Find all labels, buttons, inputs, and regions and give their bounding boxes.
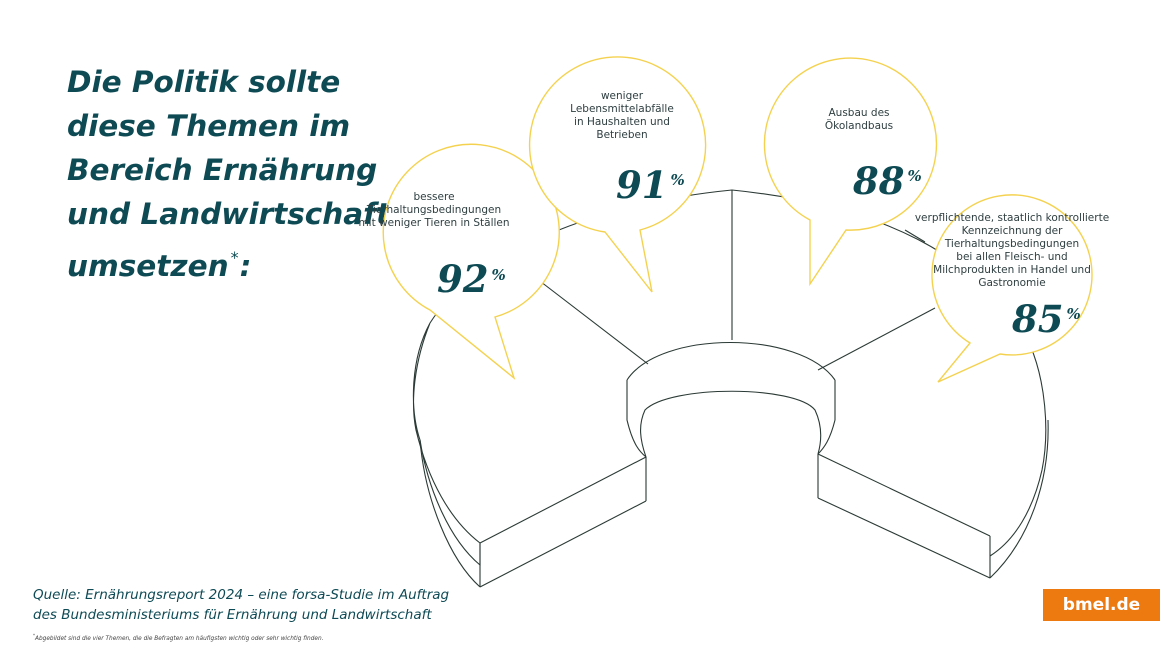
wheel-left-outer-wall — [412, 322, 481, 567]
wheel-right-cut-bottom — [817, 497, 991, 579]
bubble-abfaelle: weniger Lebensmittelabfälle in Haushalten … — [528, 56, 707, 293]
bubble-oekolandbau-shape — [763, 57, 938, 287]
bubble-kennzeichnung-label: verpflichtende, staatlich kontrollierte K… — [915, 212, 1109, 289]
wheel-divider-3 — [817, 307, 936, 371]
wheel-left-cut-top — [479, 456, 647, 544]
wheel-divider-1 — [531, 274, 649, 365]
title-colon: : — [239, 249, 252, 283]
wheel-right-cut-top — [817, 453, 991, 537]
bubble-kennzeichnung-shape — [931, 194, 1093, 383]
wheel-divider-tick-right — [904, 229, 926, 243]
source-line-2: des Bundesministeriums für Ernährung und… — [33, 607, 432, 623]
bubble-tierhaltung-value: 92% — [437, 257, 506, 301]
page-title: Die Politik sollte diese Themen im Berei… — [67, 60, 427, 288]
wheel-right-bottom-edge — [989, 419, 1049, 579]
wheel-inner-opening — [640, 390, 822, 458]
bubble-abfaelle-label: weniger Lebensmittelabfälle in Haushalten … — [570, 90, 674, 141]
wheel-inner-hub — [626, 380, 836, 458]
wheel-left-bottom-edge — [419, 439, 481, 588]
footnote-marker: * — [33, 633, 35, 638]
bubble-abfaelle-shape — [528, 56, 707, 293]
footnote-text: Abgebildet sind die vier Themen, die die… — [35, 635, 324, 642]
wheel-left-cut-bottom — [479, 500, 647, 588]
wheel-right-outer-wall — [989, 344, 1047, 557]
title-footnote-marker: * — [230, 248, 239, 267]
footnote: *Abgebildet sind die vier Themen, die di… — [33, 633, 324, 642]
bmel-link-button[interactable]: bmel.de — [1043, 589, 1160, 621]
bubble-tierhaltung-shape — [382, 143, 560, 380]
bubble-tierhaltung-label: bessere Tierhaltungsbedingungen mit wenige… — [358, 191, 509, 229]
bubble-oekolandbau: Ausbau des Ökolandbaus 88% — [763, 57, 938, 287]
title-text: Die Politik sollte diese Themen im Berei… — [67, 65, 391, 283]
bubble-oekolandbau-label: Ausbau des Ökolandbaus — [825, 107, 893, 132]
wheel-inner-top-arc — [626, 342, 836, 381]
bubble-abfaelle-value: 91% — [616, 163, 685, 207]
bubble-tierhaltung: bessere Tierhaltungsbedingungen mit wenige… — [358, 143, 560, 380]
source-note: Quelle: Ernährungsreport 2024 – eine for… — [33, 585, 493, 625]
bubble-kennzeichnung: verpflichtende, staatlich kontrollierte K… — [915, 194, 1109, 383]
bubble-oekolandbau-value: 88% — [852, 159, 922, 203]
source-line-1: Quelle: Ernährungsreport 2024 – eine for… — [33, 587, 450, 603]
bubble-kennzeichnung-value: 85% — [1011, 297, 1081, 341]
